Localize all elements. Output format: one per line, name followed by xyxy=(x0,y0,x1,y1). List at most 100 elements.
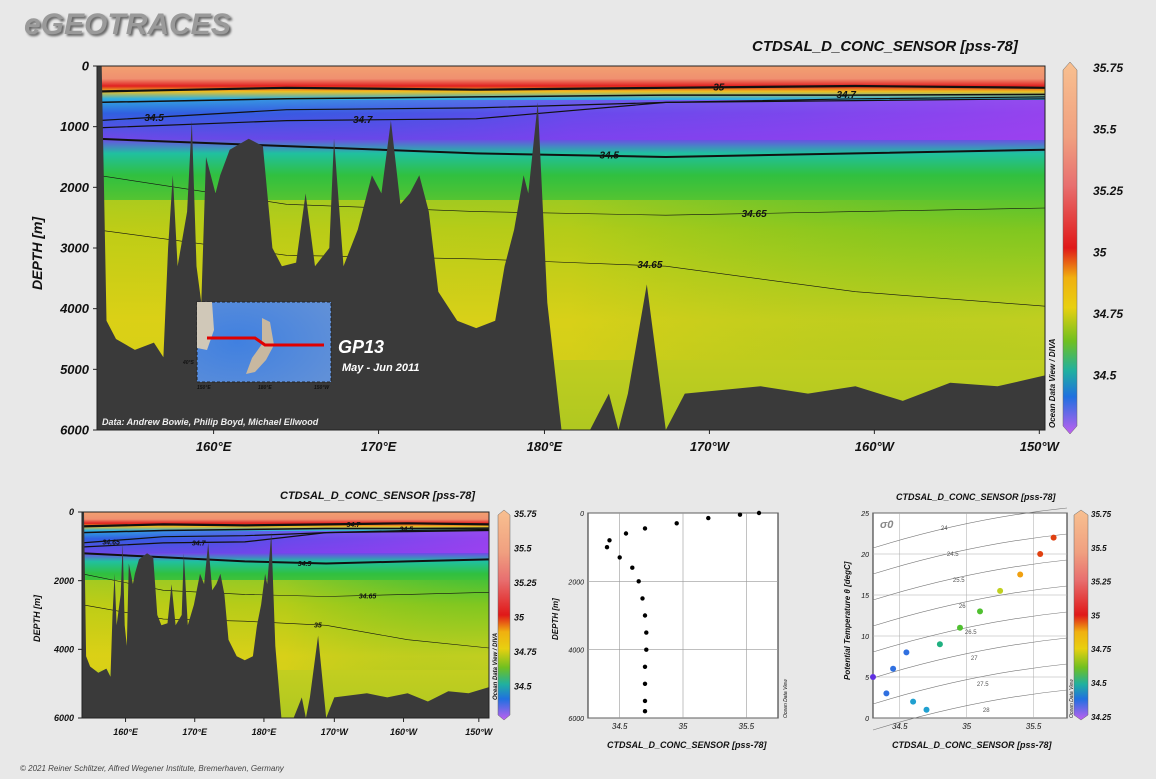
x-tick-label: 35.5 xyxy=(1026,722,1042,731)
isopycnal-label: 24.5 xyxy=(947,552,959,558)
colorbar-tick-label: 35 xyxy=(1093,246,1107,260)
isopycnal-label: 27 xyxy=(971,656,978,662)
ts-frame xyxy=(872,512,1068,719)
contour-line xyxy=(96,96,1046,129)
brand-logo: eGEOTRACES xyxy=(24,8,231,41)
profile-point xyxy=(607,538,612,543)
isopycnal-line xyxy=(872,533,1068,575)
profile-point xyxy=(642,709,648,714)
profile-point xyxy=(617,555,622,560)
x-tick-label: 160°E xyxy=(113,727,139,737)
inset-newzealand xyxy=(246,318,274,374)
contour-label: 34.65 xyxy=(359,594,377,601)
x-tick-label: 160°W xyxy=(855,439,896,454)
isopycnal-line xyxy=(872,611,1068,653)
x-tick-label: 150°W xyxy=(465,727,494,737)
y-tick-label: 2000 xyxy=(567,579,584,586)
profile-point xyxy=(630,565,635,570)
y-tick-label: 5 xyxy=(865,675,869,682)
small-plot-frame xyxy=(81,511,490,719)
contour-label: 34.5 xyxy=(144,113,164,124)
small-bathymetry xyxy=(82,512,489,718)
main-ylabel: DEPTH [m] xyxy=(29,216,45,290)
y-tick-label: 20 xyxy=(860,552,869,559)
isopycnal-line xyxy=(872,585,1068,627)
main-vertical-label: Ocean Data View / DIVA xyxy=(1048,338,1057,428)
colorbar-tick-label: 35.25 xyxy=(514,578,538,588)
profile-point xyxy=(642,664,648,669)
inset-label-lon2: 180°E xyxy=(258,385,272,391)
ts-point xyxy=(923,706,930,713)
small-axes: 0 2000 4000 6000 160°E 170°E 180°E 170°W 160°W 15… xyxy=(53,507,494,737)
inset-label-lat: 40°S xyxy=(182,360,195,366)
ts-point xyxy=(936,641,943,648)
ts-ylabel: Potential Temperature θ [degC] xyxy=(843,561,852,680)
section-name: GP13 xyxy=(338,337,384,357)
ts-point xyxy=(903,649,910,656)
isopycnal-line xyxy=(872,663,1068,705)
colorbar-tick-label: 34.25 xyxy=(1091,713,1112,722)
contour-label: 34.7 xyxy=(836,90,856,101)
profile-point xyxy=(644,647,649,652)
ts-point xyxy=(1037,551,1044,557)
colorbar-tick-label: 34.75 xyxy=(1091,645,1112,654)
main-contour-lines: 35 34.7 34.5 34.7 34.5 34.65 34.65 xyxy=(96,82,1046,307)
x-tick-label: 35 xyxy=(679,722,688,731)
y-tick-label: 4000 xyxy=(53,644,74,654)
contour-line xyxy=(81,529,490,544)
colorbar-tick-label: 34.5 xyxy=(514,682,533,692)
colorbar-tick-label: 34.5 xyxy=(1091,679,1107,688)
ts-xlabel: CTDSAL_D_CONC_SENSOR [pss-78] xyxy=(892,740,1053,750)
isopycnal-line xyxy=(872,689,1068,731)
y-tick-label: 15 xyxy=(861,593,869,600)
copyright-text: © 2021 Reiner Schlitzer, Alfred Wegener … xyxy=(20,764,284,773)
colorbar-tick-label: 35.75 xyxy=(1093,61,1123,75)
small-colorbar-bar xyxy=(497,509,511,721)
ts-chart-title: CTDSAL_D_CONC_SENSOR [pss-78] xyxy=(896,492,1056,502)
x-tick-label: 35 xyxy=(962,722,971,731)
profile-xlabel: CTDSAL_D_CONC_SENSOR [pss-78] xyxy=(607,740,768,750)
contour-line xyxy=(81,528,490,548)
x-tick-label: 34.5 xyxy=(892,722,908,731)
main-bathymetry xyxy=(97,66,1045,430)
y-tick-label: 4000 xyxy=(59,301,90,316)
ts-point xyxy=(957,624,963,631)
profile-plot: 34.5 35 35.5 0 2000 4000 6000 CTDSAL_D_CONC_SE… xyxy=(551,510,789,750)
profile-point xyxy=(642,698,648,704)
x-tick-label: 150°W xyxy=(1020,439,1061,454)
isopycnal-line xyxy=(872,637,1068,679)
inset-label-lon3: 150°W xyxy=(314,385,330,391)
contour-line xyxy=(81,527,490,534)
contour-line xyxy=(96,98,1046,122)
inset-label-lon1: 150°E xyxy=(197,385,211,391)
main-axes: 0 1000 2000 3000 4000 5000 6000 160°E 170°E 180°E… xyxy=(59,59,1061,454)
colorbar-tick-label: 34.75 xyxy=(1093,307,1123,321)
colorbar-tick-label: 34.75 xyxy=(514,647,538,657)
y-tick-label: 6000 xyxy=(60,423,90,438)
isopycnal-label: 28 xyxy=(983,708,990,714)
colorbar-tick-label: 35.5 xyxy=(1091,544,1107,553)
y-tick-label: 0 xyxy=(82,59,90,74)
x-tick-label: 170°E xyxy=(182,727,208,737)
contour-label: 34.7 xyxy=(347,522,362,529)
contour-line xyxy=(81,522,490,528)
ts-colorbar-bar xyxy=(1073,509,1089,721)
contour-label: 34.65 xyxy=(637,260,662,271)
profile-point xyxy=(604,545,610,550)
contour-label: 34.7 xyxy=(192,541,207,548)
x-tick-label: 160°W xyxy=(390,727,419,737)
colorbar-tick-label: 35 xyxy=(514,613,525,623)
contour-label: 34.65 xyxy=(742,209,767,220)
x-tick-label: 180°E xyxy=(527,439,563,454)
profile-point xyxy=(756,510,762,516)
y-tick-label: 10 xyxy=(861,634,869,641)
isopycnal-line xyxy=(872,559,1068,601)
profile-vertical-label: Ocean Data View xyxy=(783,679,789,718)
profile-point xyxy=(644,630,649,635)
main-credit: Data: Andrew Bowie, Philip Boyd, Michael… xyxy=(102,417,319,427)
ts-colorbar: 35.75 35.5 35.25 35 34.75 34.5 34.25 xyxy=(1073,509,1112,722)
inset-map: 40°S 150°E 180°E 150°W xyxy=(182,301,332,391)
ts-point xyxy=(1017,571,1024,578)
x-tick-label: 170°W xyxy=(321,727,350,737)
